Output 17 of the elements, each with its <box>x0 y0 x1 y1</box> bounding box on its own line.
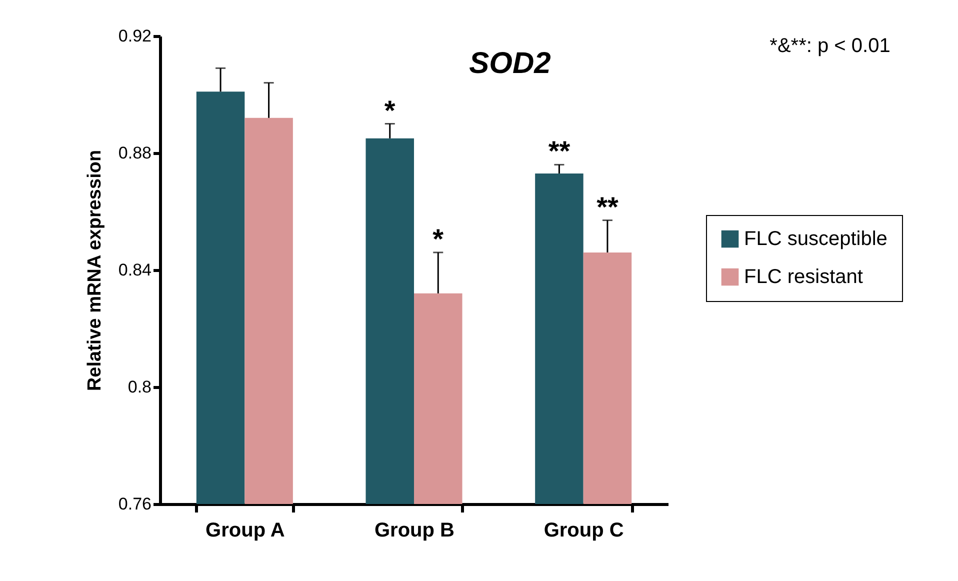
annotation: ** <box>596 191 618 222</box>
text: *&**: p < 0.01 <box>770 35 890 57</box>
annotation: * <box>384 94 396 126</box>
x-tick-label: Group B <box>374 520 454 542</box>
y-tick-label: 0.92 <box>118 26 152 46</box>
y-tick-label: 0.88 <box>118 144 152 162</box>
chart-title: SOD2 <box>469 47 552 80</box>
annotation: ** <box>548 136 570 167</box>
y-tick-label: 0.84 <box>118 260 152 280</box>
x-tick-label: Group A <box>206 520 285 542</box>
y-tick-label: 0.76 <box>118 494 152 514</box>
y-axis-title: Relative mRNA expression <box>84 150 106 392</box>
y-tick-label: 0.8 <box>128 378 152 396</box>
annotation: * <box>432 223 444 254</box>
legend-label: FLC resistant <box>744 266 864 288</box>
x-tick-label: Group C <box>544 520 624 542</box>
legend-label: FLC susceptible <box>744 228 888 250</box>
